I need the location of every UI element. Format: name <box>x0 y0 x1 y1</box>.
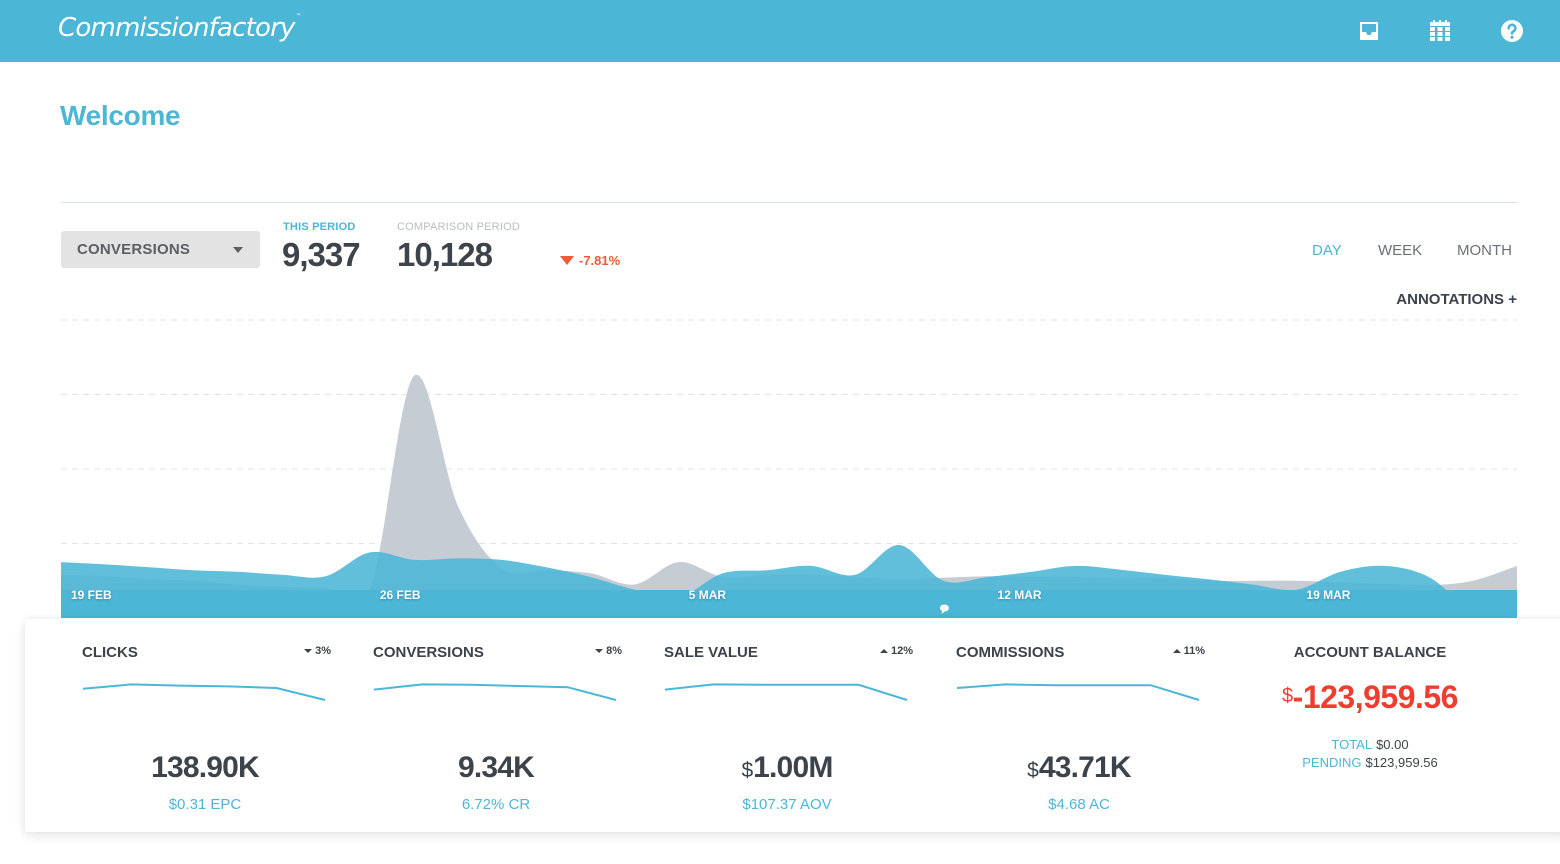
x-tick-label: 26 FEB <box>380 588 421 602</box>
this-period-value: 9,337 <box>282 236 361 273</box>
metric-select[interactable]: CONVERSIONS <box>61 231 260 268</box>
axis-band <box>61 590 1517 618</box>
x-tick-label: 12 MAR <box>998 588 1042 602</box>
stat-subvalue: 6.72% CR <box>461 796 531 813</box>
triangle-down-icon <box>595 649 604 653</box>
balance-total-label: TOTAL <box>1331 737 1373 752</box>
annotation-marker-icon[interactable] <box>939 604 949 615</box>
stat-value: 138.90K <box>82 751 328 785</box>
stat-value: $43.71K <box>956 751 1202 785</box>
stat-change: 8% <box>595 645 622 657</box>
account-balance-value: -123,959.56 <box>1292 679 1459 715</box>
triangle-down-icon <box>560 256 574 265</box>
inbox-icon[interactable] <box>1357 19 1381 43</box>
stat-title: CONVERSIONS <box>373 644 484 661</box>
chevron-down-icon <box>233 247 243 253</box>
range-week-button[interactable]: WEEK <box>1378 242 1423 259</box>
period-delta: -7.81% <box>560 253 620 268</box>
stat-clicks[interactable]: CLICKS 3% 138.90K $0.31 EPC <box>25 619 331 832</box>
page-title: Welcome <box>60 100 181 131</box>
top-bar: Commissionfactory™ <box>0 0 1560 62</box>
stat-conversions[interactable]: CONVERSIONS 8% 9.34K 6.72% CR <box>316 619 622 832</box>
currency-symbol: $ <box>1027 759 1039 782</box>
trademark: ™ <box>295 13 302 20</box>
stat-title: COMMISSIONS <box>956 644 1065 661</box>
annotations-button[interactable]: ANNOTATIONS + <box>1396 291 1517 308</box>
stat-change: 12% <box>879 645 913 657</box>
triangle-up-icon <box>1172 649 1181 653</box>
stat-value-number: 138.90K <box>151 751 260 784</box>
stats-card: CLICKS 3% 138.90K $0.31 EPC CONVERSIONS 8% 9.3… <box>25 619 1560 832</box>
sparkline-line <box>664 683 908 701</box>
x-tick-label: 19 FEB <box>71 588 112 602</box>
logo-text: Commissionfactory <box>58 13 295 43</box>
stat-title: SALE VALUE <box>664 644 758 661</box>
stat-value: $1.00M <box>664 751 910 785</box>
stat-change-value: 8% <box>606 645 622 657</box>
help-icon[interactable] <box>1500 19 1524 43</box>
stat-change-value: 12% <box>890 645 913 657</box>
sparkline-line <box>82 683 326 701</box>
range-day-button[interactable]: DAY <box>1312 242 1342 259</box>
comparison-area <box>61 374 1517 618</box>
x-tick-label: 5 MAR <box>689 588 727 602</box>
range-month-button[interactable]: MONTH <box>1457 242 1512 259</box>
stat-change-value: 11% <box>1183 645 1205 657</box>
sparkline <box>373 683 617 701</box>
stat-commissions[interactable]: COMMISSIONS 11% $43.71K $4.68 AC <box>899 619 1205 832</box>
divider <box>61 202 1517 203</box>
balance-total-row: TOTAL $0.00 <box>1250 737 1490 752</box>
stat-subvalue: $107.37 AOV <box>742 796 832 813</box>
currency-symbol: $ <box>741 759 754 782</box>
stat-value-number: 43.71K <box>1038 751 1132 784</box>
stat-value-number: 9.34K <box>457 751 535 784</box>
currency-symbol: $ <box>1282 685 1293 707</box>
stat-value: 9.34K <box>373 751 619 785</box>
stat-value-number: 1.00M <box>753 751 833 784</box>
account-balance: ACCOUNT BALANCE $-123,959.56 TOTAL $0.00 … <box>1250 619 1490 832</box>
sparkline <box>664 683 908 701</box>
metric-select-value: CONVERSIONS <box>77 241 191 258</box>
this-period-label: THIS PERIOD <box>283 221 356 233</box>
comparison-period-value: 10,128 <box>397 236 493 273</box>
balance-pending-row: PENDING $123,959.56 <box>1250 755 1490 770</box>
triangle-up-icon <box>879 649 888 653</box>
account-balance-title: ACCOUNT BALANCE <box>1293 644 1447 661</box>
stat-change: 3% <box>304 645 331 657</box>
account-balance-amount: $-123,959.56 <box>1250 679 1490 716</box>
stat-subvalue: $4.68 AC <box>1048 796 1110 813</box>
sparkline-line <box>373 683 617 701</box>
period-delta-value: -7.81% <box>579 253 621 268</box>
stat-title: CLICKS <box>82 644 138 661</box>
balance-total-value: $0.00 <box>1376 737 1409 752</box>
balance-pending-value: $123,959.56 <box>1365 755 1438 770</box>
comparison-period-label: COMPARISON PERIOD <box>397 221 520 233</box>
sparkline <box>956 683 1200 701</box>
calendar-icon[interactable] <box>1428 19 1452 43</box>
stat-change: 11% <box>1172 645 1205 657</box>
logo[interactable]: Commissionfactory™ <box>58 13 302 43</box>
x-tick-label: 19 MAR <box>1306 588 1350 602</box>
main-area-chart: 19 FEB 26 FEB 5 MAR 12 MAR 19 MAR <box>61 319 1517 618</box>
balance-pending-label: PENDING <box>1302 755 1362 770</box>
stat-subvalue: $0.31 EPC <box>168 796 242 813</box>
triangle-down-icon <box>304 649 313 653</box>
stat-sale-value[interactable]: SALE VALUE 12% $1.00M $107.37 AOV <box>607 619 913 832</box>
stat-change-value: 3% <box>315 645 331 657</box>
sparkline-line <box>956 683 1200 701</box>
sparkline <box>82 683 326 701</box>
